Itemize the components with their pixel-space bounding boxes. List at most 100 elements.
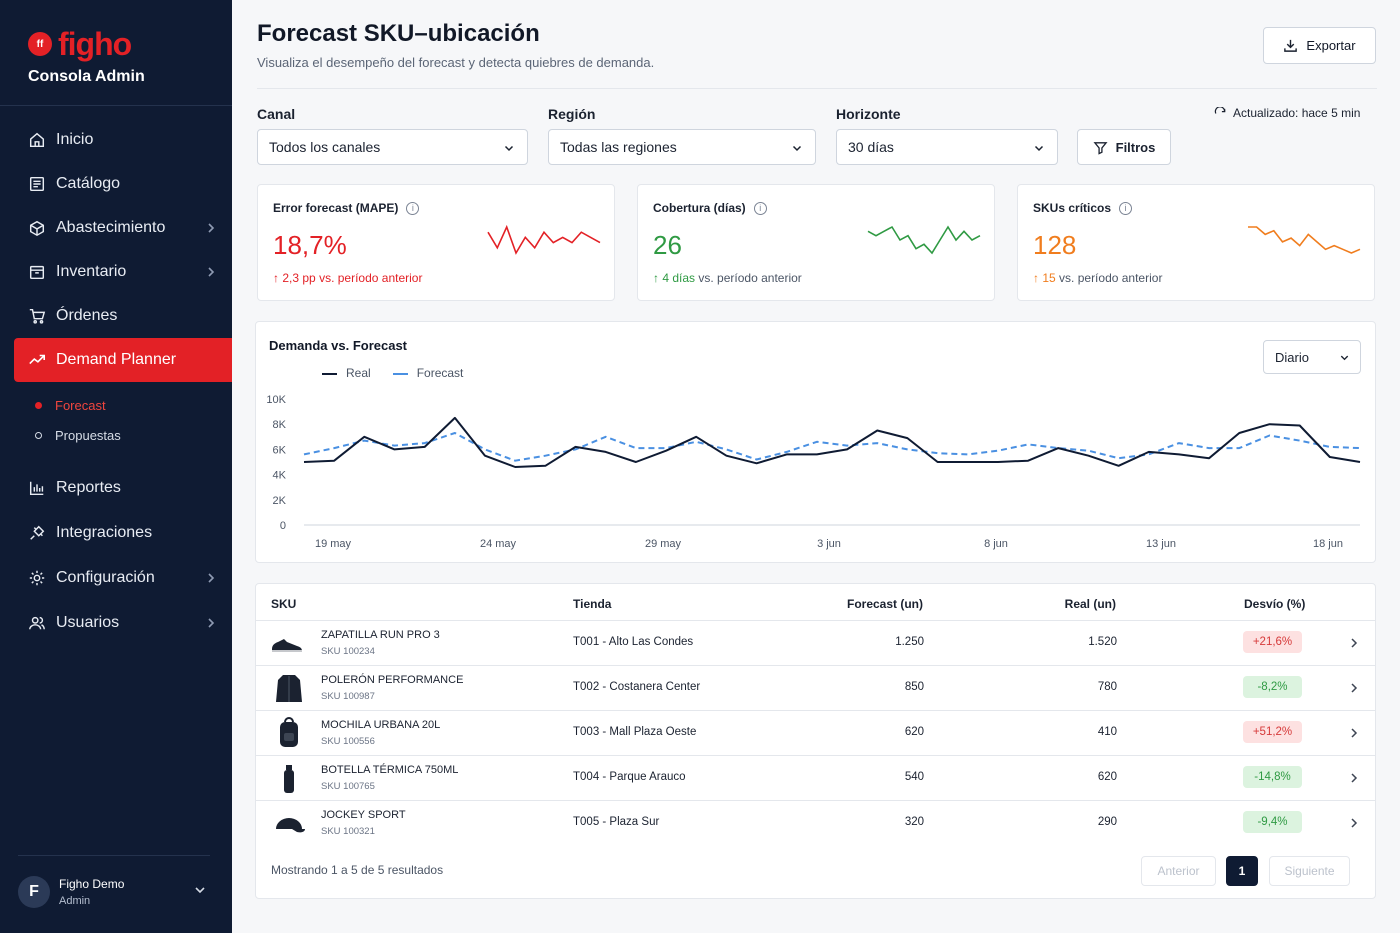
sidebar-item-configuracion[interactable]: Configuración — [0, 556, 232, 600]
horizonte-label: Horizonte — [836, 106, 901, 122]
chevron-right-icon[interactable] — [1350, 817, 1358, 829]
refresh-icon[interactable] — [1214, 106, 1227, 120]
sparkline-series — [1248, 226, 1361, 254]
sidebar-item-label: Inventario — [56, 263, 127, 280]
info-icon[interactable]: i — [753, 201, 767, 215]
pagination-next-button[interactable]: Siguiente — [1269, 856, 1350, 886]
sidebar-item-demand-planner[interactable]: Demand Planner — [14, 338, 232, 382]
store-cell: T004 - Parque Arauco — [573, 771, 686, 783]
deviation-badge: +51,2% — [1243, 721, 1302, 743]
product-name: MOCHILA URBANA 20L — [321, 719, 441, 731]
chevron-right-icon[interactable] — [1350, 772, 1358, 784]
export-button[interactable]: Exportar — [1263, 27, 1376, 64]
table-row[interactable]: BOTELLA TÉRMICA 750ML SKU 100765 T004 - Pa… — [256, 755, 1375, 800]
canal-label: Canal — [257, 106, 296, 122]
sidebar: ff figho Consola Admin Inicio Catálogo A… — [0, 0, 232, 933]
kpi-delta: ↑ 15 vs. período anterior — [1033, 271, 1162, 285]
arrow-up-icon: ↑ — [273, 271, 279, 285]
column-header-real[interactable]: Real (un) — [1064, 597, 1116, 611]
column-header-sku[interactable]: SKU — [271, 597, 297, 611]
active-dot-icon — [35, 401, 42, 409]
sidebar-subitem-propuestas[interactable]: Propuestas — [0, 420, 232, 450]
brand-subtitle: Consola Admin — [28, 68, 145, 85]
sidebar-item-inventario[interactable]: Inventario — [0, 250, 232, 294]
plug-icon — [28, 524, 46, 542]
table-row[interactable]: POLERÓN PERFORMANCE SKU 100987 T002 - Cost… — [256, 665, 1375, 710]
pagination-page-1[interactable]: 1 — [1226, 856, 1258, 886]
results-count: Mostrando 1 a 5 de 5 resultados — [271, 863, 444, 877]
pagination-prev-button[interactable]: Anterior — [1141, 856, 1216, 886]
column-header-forecast[interactable]: Forecast (un) — [846, 597, 923, 611]
sidebar-item-ordenes[interactable]: Órdenes — [0, 294, 232, 338]
filtros-button[interactable]: Filtros — [1077, 129, 1171, 165]
table-row[interactable]: JOCKEY SPORT SKU 100321 T005 - Plaza Sur 32… — [256, 800, 1375, 845]
logo-text: figho — [58, 26, 132, 62]
sidebar-subitem-forecast[interactable]: Forecast — [0, 390, 232, 420]
kpi-delta-suffix: vs. período anterior — [319, 271, 423, 285]
logo[interactable]: ff figho — [28, 28, 232, 60]
kpi-delta-suffix: vs. período anterior — [1059, 271, 1163, 285]
sidebar-item-integraciones[interactable]: Integraciones — [0, 511, 232, 555]
column-header-tienda[interactable]: Tienda — [573, 597, 612, 611]
kpi-delta: ↑ 4 días vs. período anterior — [653, 271, 802, 285]
kpi-sparkline — [487, 224, 601, 255]
download-icon — [1284, 39, 1298, 52]
kpi-label-row: SKUs críticos i — [1033, 201, 1133, 215]
shoe-icon — [272, 639, 302, 652]
chevron-right-icon[interactable] — [1350, 727, 1358, 739]
chevron-right-icon[interactable] — [1350, 682, 1358, 694]
chevron-down-icon[interactable] — [194, 884, 206, 896]
trend-icon — [28, 351, 46, 369]
real-cell: 410 — [1097, 726, 1117, 738]
sidebar-item-abastecimiento[interactable]: Abastecimiento — [0, 206, 232, 250]
legend-label: Forecast — [416, 366, 464, 380]
product-sku: SKU 100234 — [321, 646, 375, 657]
brand: ff figho Consola Admin — [0, 0, 232, 106]
table-row[interactable]: ZAPATILLA RUN PRO 3 SKU 100234 T001 - Alto… — [256, 620, 1375, 665]
column-header-desvio[interactable]: Desvío (%) — [1244, 597, 1306, 611]
sidebar-item-inicio[interactable]: Inicio — [0, 118, 232, 162]
sidebar-item-reportes[interactable]: Reportes — [0, 466, 232, 510]
supply-icon — [28, 219, 46, 237]
legend-item-real[interactable]: Real — [322, 366, 371, 380]
deviation-badge: -14,8% — [1243, 766, 1302, 788]
canal-select[interactable]: Todos los canales — [257, 129, 528, 165]
catalog-icon — [28, 175, 46, 193]
legend-item-forecast[interactable]: Forecast — [392, 366, 464, 380]
x-tick-label: 18 jun — [1313, 538, 1343, 550]
demand-forecast-chart-card: 10K 8K 6K 4K 2K 0 19 may 24 may 29 may 3 jun 8 jun… — [255, 321, 1376, 563]
arrow-up-icon: ↑ — [1033, 271, 1039, 285]
sidebar-item-catalogo[interactable]: Catálogo — [0, 162, 232, 206]
product-name: ZAPATILLA RUN PRO 3 — [321, 629, 440, 641]
horizonte-value: 30 días — [848, 139, 894, 155]
logo-mark: ff — [28, 32, 52, 56]
user-role: Admin — [59, 894, 91, 907]
chevron-down-icon — [504, 145, 514, 152]
deviation-badge: -8,2% — [1243, 676, 1302, 698]
sidebar-item-label: Catálogo — [56, 175, 121, 192]
table-row[interactable]: MOCHILA URBANA 20L SKU 100556 T003 - Mall … — [256, 710, 1375, 755]
updated-text: Actualizado: hace 5 min — [1233, 106, 1361, 120]
sidebar-nav: Inicio Catálogo Abastecimiento Inventari… — [0, 118, 232, 645]
user-menu[interactable]: F Figho Demo Admin — [18, 855, 210, 911]
period-select[interactable]: Diario — [1263, 340, 1361, 374]
info-icon[interactable]: i — [1119, 201, 1133, 215]
page-title: Forecast SKU–ubicación — [257, 20, 540, 47]
product-name: BOTELLA TÉRMICA 750ML — [321, 764, 459, 776]
x-tick-label: 8 jun — [984, 538, 1008, 550]
info-icon[interactable]: i — [406, 201, 420, 215]
chevron-right-icon[interactable] — [1350, 637, 1358, 649]
kpi-card-mape: Error forecast (MAPE) i 18,7% ↑ 2,3 pp vs… — [257, 184, 615, 301]
sidebar-subitem-label: Propuestas — [55, 427, 121, 443]
region-select[interactable]: Todas las regiones — [548, 129, 816, 165]
horizonte-select[interactable]: 30 días — [836, 129, 1058, 165]
kpi-delta: ↑ 2,3 pp vs. período anterior — [273, 271, 422, 285]
kpi-delta-value: 2,3 pp — [282, 271, 316, 285]
y-tick-label: 2K — [273, 495, 287, 507]
sku-table: SKU Tienda Forecast (un) Real (un) Desví… — [255, 583, 1376, 899]
deviation-badge: -9,4% — [1243, 811, 1302, 833]
sidebar-item-label: Usuarios — [56, 614, 120, 631]
sidebar-item-usuarios[interactable]: Usuarios — [0, 601, 232, 645]
chart-title: Demanda vs. Forecast — [269, 338, 408, 353]
chevron-down-icon — [1340, 355, 1349, 361]
